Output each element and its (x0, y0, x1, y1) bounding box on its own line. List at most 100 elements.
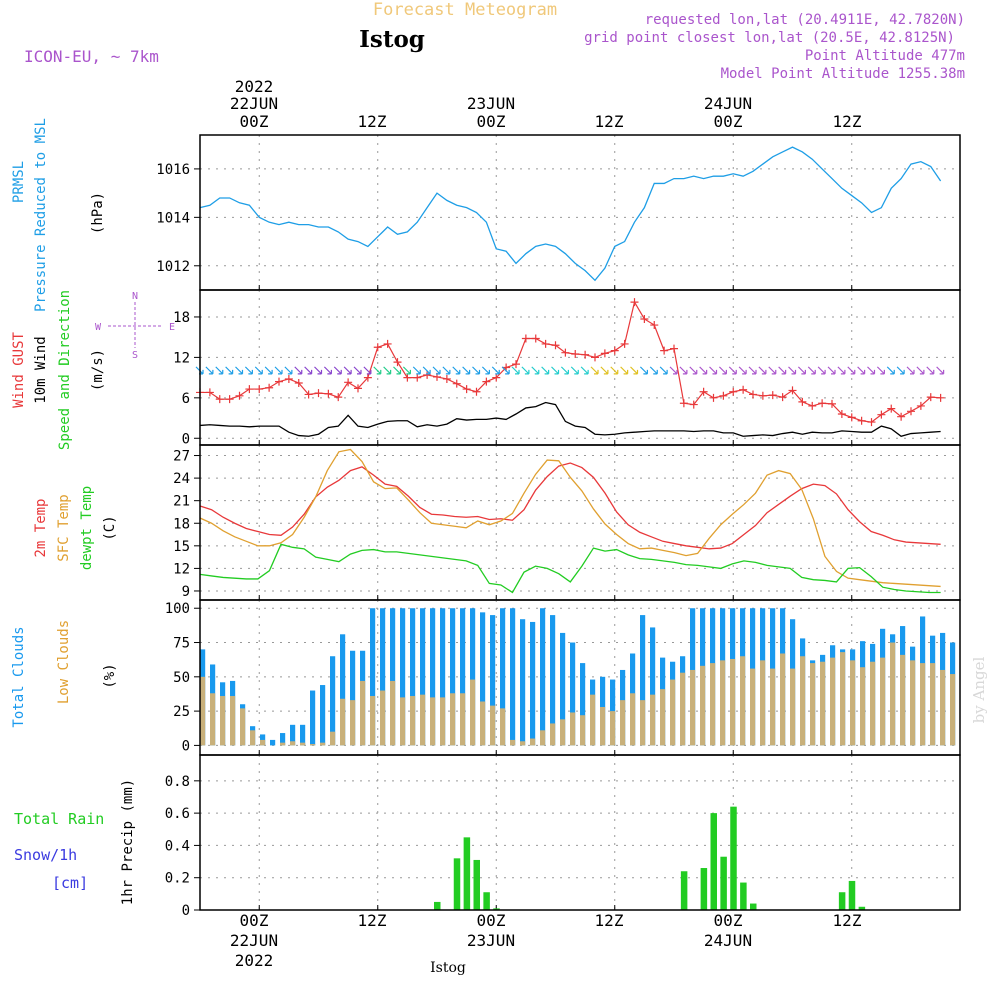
total-cloud-bar (480, 612, 486, 746)
total-cloud-bar (330, 656, 336, 746)
gust-marker (462, 385, 471, 394)
gust-marker (314, 389, 323, 398)
low-cloud-bar (650, 694, 656, 746)
low-cloud-bar (640, 700, 646, 746)
wind-arrow (560, 366, 569, 375)
precip-bar (848, 880, 856, 910)
gust-marker (887, 404, 896, 413)
gust-marker (828, 399, 836, 408)
clouds-ytick-label-1: 25 (173, 704, 190, 720)
pressure-label-1: PRMSL (11, 161, 27, 203)
low-cloud-bar (670, 679, 676, 746)
wind-ytick-label-1: 6 (182, 391, 190, 407)
precip-bar (838, 892, 846, 910)
low-cloud-bar (440, 697, 446, 746)
wind-arrow (225, 366, 234, 375)
total-cloud-bar (310, 690, 316, 746)
gust-marker (482, 377, 491, 386)
wind-arrow (837, 366, 846, 375)
top-hour-1: 00Z (240, 112, 269, 131)
low-cloud-bar (590, 694, 596, 746)
gust-marker (551, 341, 560, 350)
gust-marker (413, 373, 422, 382)
total-cloud-bar (300, 724, 306, 746)
gust-marker (472, 387, 481, 396)
wind-arrow (353, 366, 362, 375)
gust-marker (383, 339, 392, 348)
low-cloud-bar (950, 674, 956, 746)
gust-marker (354, 384, 362, 393)
total-cloud-bar (470, 608, 476, 746)
wind-label-1: Wind GUST (11, 332, 27, 408)
wind-arrow (402, 366, 411, 375)
low-cloud-bar (820, 661, 826, 746)
wind-arrow (501, 366, 510, 375)
gust-marker (660, 346, 669, 355)
low-cloud-bar (860, 667, 866, 746)
point-altitude: Point Altitude 477m (805, 48, 965, 64)
wind-label-3: Speed and Direction (57, 290, 73, 450)
gust-marker (225, 395, 234, 404)
wind-arrow (452, 366, 461, 375)
low-cloud-bar (870, 661, 876, 746)
low-cloud-bar (730, 658, 736, 746)
low-cloud-bar (330, 731, 336, 746)
precip-unit: 1hr Precip (mm) (120, 779, 136, 905)
temp-unit: (C) (102, 515, 118, 540)
wind-arrow (590, 366, 599, 375)
wind-arrow (728, 366, 737, 375)
gust-marker (442, 374, 451, 383)
wind-arrow (620, 366, 629, 375)
low-cloud-bar (490, 705, 496, 746)
wind-arrow (274, 366, 283, 375)
clouds-ytick-label-2: 50 (173, 670, 190, 686)
svg-text:S: S (132, 350, 138, 361)
temp-ytick-label-5: 24 (173, 471, 190, 487)
low-cloud-bar (780, 653, 786, 746)
wind-arrow (797, 366, 806, 375)
gust-marker (719, 391, 728, 400)
wind-arrow (462, 366, 471, 375)
gust-marker (600, 349, 609, 358)
precip-bar (493, 908, 500, 910)
precip-bar (680, 871, 688, 910)
wind-arrow (699, 366, 708, 375)
wind-arrow (758, 366, 767, 375)
pressure-label-2: Pressure Reduced to MSL (33, 118, 49, 312)
wind-arrow (580, 366, 589, 375)
total-cloud-bar (640, 615, 646, 746)
low-cloud-bar (940, 669, 946, 746)
gust-marker (561, 348, 570, 357)
low-cloud-bar (700, 665, 706, 746)
low-cloud-bar (290, 741, 296, 746)
gust-marker (324, 389, 333, 398)
total-cloud-bar (400, 608, 406, 746)
low-cloud-bar (570, 712, 576, 746)
precip-ytick-label-4: 0.8 (165, 774, 190, 790)
wind-arrow (254, 366, 263, 375)
svg-text:N: N (132, 291, 138, 302)
precip-bar (483, 892, 490, 910)
bottom-hour-1: 00Z (240, 911, 269, 930)
grid-point-coords: grid point closest lon,lat (20.5E, 42.81… (584, 30, 955, 46)
wind-arrow (284, 366, 293, 375)
gust-marker (284, 374, 293, 383)
low-cloud-bar (620, 700, 626, 746)
gust-marker (788, 386, 797, 395)
wind-arrow (472, 366, 481, 375)
low-cloud-bar (310, 744, 316, 746)
gust-marker (255, 385, 264, 394)
low-cloud-bar (680, 672, 686, 746)
top-year: 2022 (235, 77, 274, 96)
wind-arrow (383, 366, 392, 375)
wind-arrow (639, 366, 648, 375)
wind-arrow (442, 366, 451, 375)
total-cloud-bar (430, 608, 436, 746)
gust-marker (620, 339, 629, 348)
gust-marker (265, 383, 274, 392)
total-cloud-bar (370, 608, 376, 746)
gust-marker (205, 388, 214, 397)
low-cloud-bar (410, 696, 416, 746)
total-cloud-bar (560, 632, 566, 746)
low-cloud-bar (550, 723, 556, 746)
